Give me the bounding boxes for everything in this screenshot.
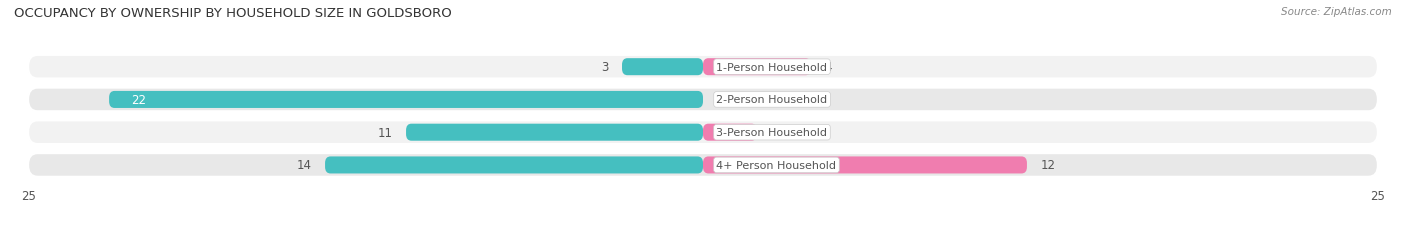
Text: 4: 4 [824,61,832,74]
Text: 3-Person Household: 3-Person Household [717,128,828,138]
Text: 2-Person Household: 2-Person Household [717,95,828,105]
Text: Source: ZipAtlas.com: Source: ZipAtlas.com [1281,7,1392,17]
Text: 12: 12 [1040,159,1056,172]
Text: 14: 14 [297,159,312,172]
Text: 4+ Person Household: 4+ Person Household [717,160,837,170]
FancyBboxPatch shape [703,124,756,141]
FancyBboxPatch shape [110,91,703,109]
FancyBboxPatch shape [621,59,703,76]
Text: 22: 22 [131,94,146,106]
Text: 0: 0 [717,94,724,106]
Text: OCCUPANCY BY OWNERSHIP BY HOUSEHOLD SIZE IN GOLDSBORO: OCCUPANCY BY OWNERSHIP BY HOUSEHOLD SIZE… [14,7,451,20]
Text: 2: 2 [770,126,778,139]
Text: 11: 11 [378,126,392,139]
FancyBboxPatch shape [703,157,1026,174]
FancyBboxPatch shape [703,59,811,76]
FancyBboxPatch shape [325,157,703,174]
Text: 1-Person Household: 1-Person Household [717,62,828,72]
Text: 3: 3 [602,61,609,74]
FancyBboxPatch shape [28,153,1378,177]
FancyBboxPatch shape [28,56,1378,79]
FancyBboxPatch shape [28,121,1378,144]
FancyBboxPatch shape [406,124,703,141]
FancyBboxPatch shape [28,88,1378,112]
